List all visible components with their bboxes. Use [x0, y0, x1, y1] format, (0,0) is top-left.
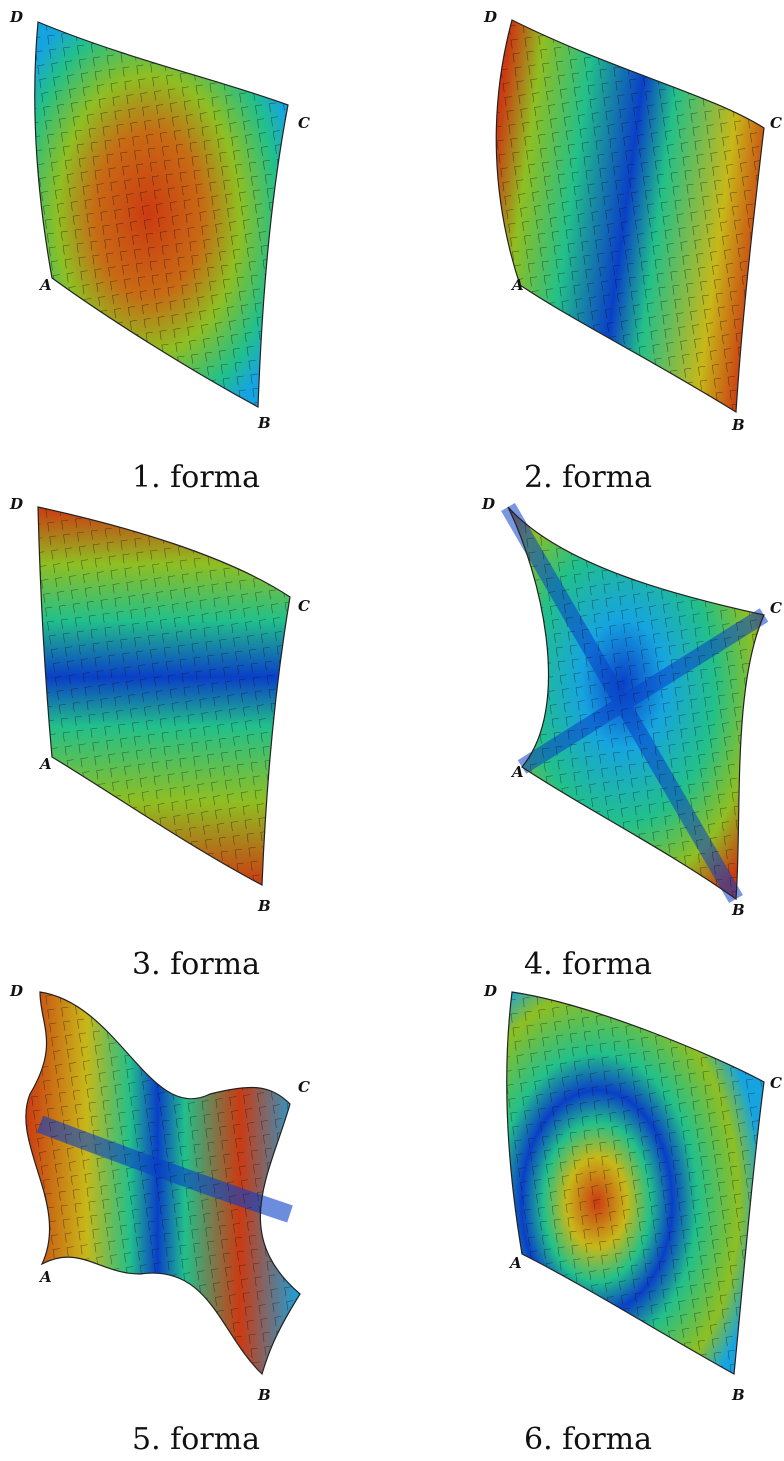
corner-label-d: D — [481, 495, 495, 513]
figure-caption: 5. forma — [132, 1422, 260, 1457]
figure-caption: 6. forma — [524, 1422, 652, 1457]
mode-shape-panel-5: D C A B 5. forma — [0, 974, 392, 1461]
corner-label-a: A — [38, 1268, 52, 1286]
corner-label-b: B — [257, 414, 271, 432]
mode-shape-panel-1: D C A B 1. forma — [0, 0, 392, 495]
mode-shape-panel-4: D C A B 4. forma — [392, 487, 784, 982]
corner-label-a: A — [38, 276, 52, 294]
corner-label-d: D — [483, 982, 497, 1000]
corner-label-c: C — [770, 599, 782, 617]
figure-caption: 2. forma — [524, 460, 652, 495]
mode-shape-surface-3: D C A B — [9, 495, 310, 915]
corner-label-b: B — [257, 1386, 271, 1404]
corner-label-c: C — [770, 114, 782, 132]
mode-shape-panel-3: D C A B 3. forma — [0, 487, 392, 982]
corner-label-c: C — [298, 114, 310, 132]
corner-label-b: B — [731, 901, 745, 919]
corner-label-a: A — [510, 276, 524, 294]
corner-label-b: B — [731, 416, 745, 434]
corner-label-a: A — [38, 755, 52, 773]
mode-shape-surface-1: D C A B — [9, 8, 310, 432]
corner-label-c: C — [770, 1074, 782, 1092]
mode-shape-surface-6: D C A B — [483, 982, 782, 1404]
corner-label-b: B — [257, 897, 271, 915]
corner-label-c: C — [298, 597, 310, 615]
mode-shape-surface-4: D C A B — [481, 495, 782, 919]
mode-shape-surface-5: D C A B — [9, 982, 310, 1404]
corner-label-d: D — [9, 495, 23, 513]
mode-shape-panel-6: D C A B 6. forma — [392, 974, 784, 1461]
corner-label-a: A — [508, 1254, 522, 1272]
corner-label-d: D — [9, 982, 23, 1000]
figure-caption: 1. forma — [132, 460, 260, 495]
corner-label-c: C — [298, 1078, 310, 1096]
mode-shape-panel-2: D C A B 2. forma — [392, 0, 784, 495]
figure-caption: 3. forma — [132, 947, 260, 982]
mode-shape-surface-2: D C A B — [483, 8, 782, 434]
corner-label-d: D — [9, 8, 23, 26]
corner-label-d: D — [483, 8, 497, 26]
corner-label-a: A — [510, 763, 524, 781]
corner-label-b: B — [731, 1386, 745, 1404]
figure-caption: 4. forma — [524, 947, 652, 982]
